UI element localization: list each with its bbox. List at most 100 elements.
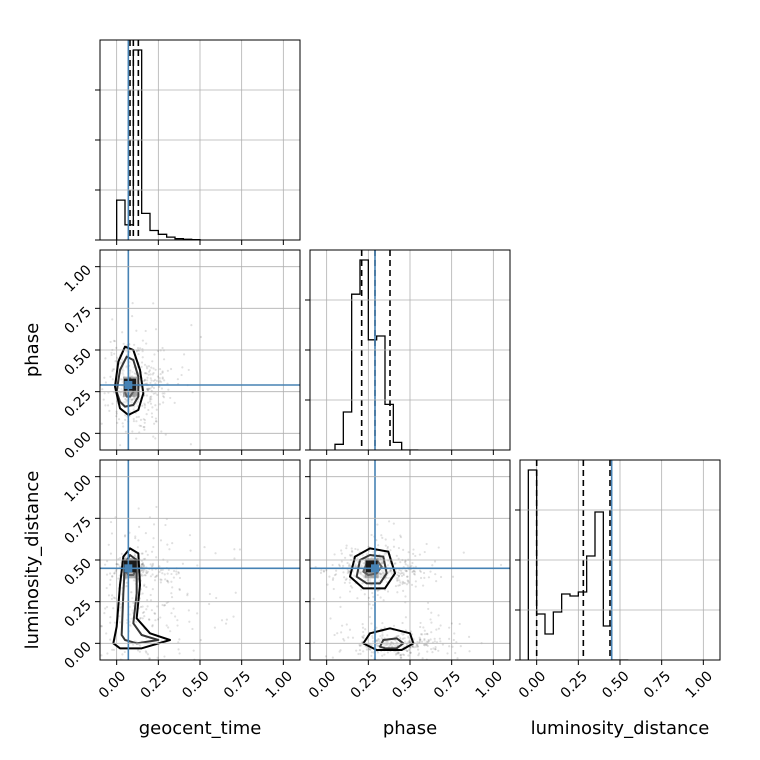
sample-point <box>132 408 135 411</box>
sample-point <box>462 551 465 554</box>
sample-point <box>160 387 164 390</box>
sample-point <box>408 639 411 642</box>
sample-point <box>394 644 397 647</box>
sample-point <box>349 554 352 558</box>
sample-point <box>439 575 443 579</box>
sample-point <box>130 617 133 620</box>
sample-point <box>145 651 148 654</box>
sample-point <box>149 599 153 602</box>
sample-point <box>125 399 128 403</box>
sample-point <box>415 643 418 647</box>
sample-point <box>161 370 164 373</box>
sample-point <box>409 651 412 654</box>
sample-point <box>376 638 380 641</box>
sample-point <box>101 388 104 391</box>
sample-point <box>376 651 380 654</box>
sample-point <box>345 577 348 580</box>
sample-point <box>155 574 159 577</box>
sample-point <box>408 640 411 643</box>
sample-point <box>395 635 399 638</box>
sample-point <box>370 622 373 625</box>
sample-point <box>390 570 393 573</box>
sample-point <box>139 605 143 609</box>
sample-point <box>371 635 374 638</box>
sample-point <box>110 351 113 354</box>
sample-point <box>139 424 143 428</box>
sample-point <box>138 650 141 653</box>
sample-point <box>61 633 63 635</box>
sample-point <box>232 615 235 618</box>
sample-point <box>426 633 429 636</box>
sample-point <box>137 415 140 418</box>
sample-point <box>402 589 405 592</box>
sample-point <box>150 412 153 415</box>
sample-point <box>416 645 419 648</box>
sample-point <box>397 652 400 655</box>
x-axis-label-phase: phase <box>383 718 437 739</box>
sample-point <box>51 601 53 603</box>
sample-point <box>371 556 374 559</box>
sample-point <box>117 563 120 566</box>
sample-point <box>148 369 152 372</box>
panel-geocent_time-vs-luminosity_distance: 0.00 0.25 0.50 0.75 1.000.000.250.500.751.00… <box>22 459 301 759</box>
sample-point <box>415 645 418 648</box>
sample-point <box>404 616 408 619</box>
sample-point <box>138 424 141 427</box>
sample-point <box>177 648 180 651</box>
sample-point <box>128 623 131 626</box>
sample-point <box>146 388 149 391</box>
sample-point <box>166 572 169 575</box>
sample-point <box>145 372 148 375</box>
sample-point <box>358 648 362 652</box>
sample-point <box>169 757 171 759</box>
sample-point <box>186 592 189 595</box>
sample-point <box>361 574 364 577</box>
sample-point <box>135 556 138 559</box>
sample-point <box>110 532 114 535</box>
sample-point <box>188 620 191 623</box>
sample-point <box>109 578 112 581</box>
sample-point <box>159 539 163 542</box>
sample-point <box>432 647 435 650</box>
sample-point <box>106 404 110 407</box>
sample-point <box>379 561 382 564</box>
sample-point <box>404 648 407 651</box>
sample-point <box>392 538 396 541</box>
sample-point <box>340 631 343 634</box>
sample-point <box>122 342 125 345</box>
sample-point <box>149 400 152 403</box>
sample-point <box>152 435 155 438</box>
sample-point <box>384 538 387 541</box>
sample-point <box>418 636 421 639</box>
sample-point <box>145 342 148 345</box>
sample-point <box>429 570 432 573</box>
sample-point <box>141 563 144 566</box>
sample-point <box>158 403 161 406</box>
sample-point <box>454 651 457 655</box>
sample-point <box>331 563 334 567</box>
sample-point <box>397 546 401 550</box>
sample-point <box>412 570 415 573</box>
sample-point <box>122 425 125 428</box>
sample-point <box>110 597 113 601</box>
panel-phase-hist <box>305 249 511 455</box>
sample-point <box>384 544 387 547</box>
sample-point <box>381 562 384 565</box>
sample-point <box>158 368 162 371</box>
sample-point <box>169 396 172 400</box>
sample-point <box>416 645 420 648</box>
x-tick-label: 0.00 <box>516 668 549 701</box>
sample-point <box>397 571 400 574</box>
sample-point <box>158 385 161 388</box>
y-tick-label: 0.75 <box>61 514 94 547</box>
sample-point <box>196 612 199 615</box>
sample-point <box>380 562 383 565</box>
sample-point <box>396 578 399 581</box>
sample-point <box>148 387 151 391</box>
sample-point <box>85 375 87 377</box>
sample-point <box>199 638 202 642</box>
sample-point <box>147 373 150 376</box>
sample-point <box>423 550 426 554</box>
sample-point <box>94 672 96 674</box>
